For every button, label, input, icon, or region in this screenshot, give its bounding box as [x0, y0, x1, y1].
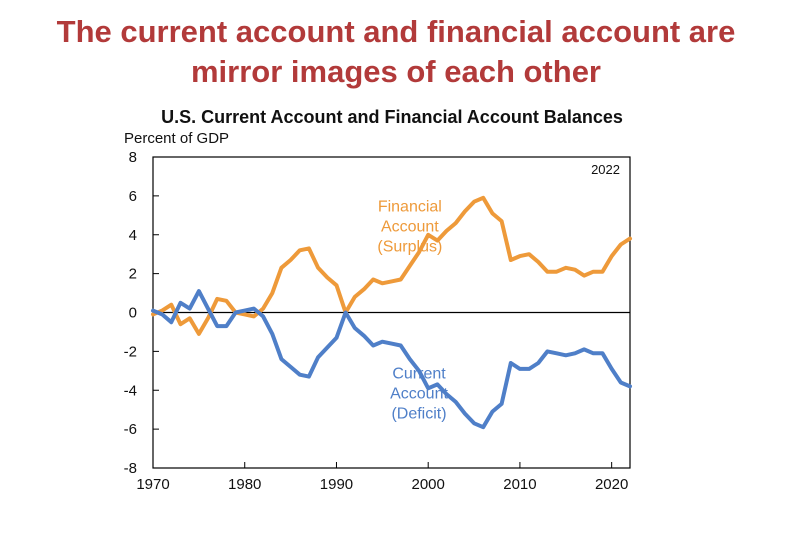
x-tick-label: 1980 [228, 476, 261, 493]
x-tick-label: 2020 [595, 476, 628, 493]
series-label-line: Current [392, 366, 446, 383]
series-label-line: Account [390, 386, 448, 403]
series-label-line: Account [381, 218, 439, 235]
y-tick-label: 2 [129, 266, 137, 283]
y-tick-label: 8 [129, 149, 137, 166]
y-tick-label: 6 [129, 188, 137, 205]
financial-account-line [151, 195, 632, 336]
x-tick-label: 2000 [412, 476, 445, 493]
series-label-line: Financial [378, 198, 442, 215]
y-tick-label: 0 [129, 305, 137, 322]
y-tick-label: 4 [129, 227, 137, 244]
current-account-line [151, 289, 632, 430]
slide-headline-line-2: mirror images of each other [190, 54, 601, 89]
series-label-line: (Surplus) [377, 238, 442, 255]
y-axis-label: Percent of GDP [124, 130, 229, 147]
corner-year-label: 2022 [591, 162, 620, 177]
x-tick-label: 2010 [503, 476, 536, 493]
x-tick-label: 1970 [136, 476, 169, 493]
series-label-line: (Deficit) [391, 406, 446, 423]
chart-title: U.S. Current Account and Financial Accou… [161, 107, 623, 127]
x-tick-label: 1990 [320, 476, 353, 493]
slide-headline: The current account and financial accoun… [0, 12, 792, 92]
financial-account-label: Financial Account (Surplus) [377, 198, 442, 255]
y-tick-label: -8 [124, 460, 137, 477]
slide-headline-line-1: The current account and financial accoun… [56, 14, 736, 49]
current-account-label: Current Account (Deficit) [390, 366, 448, 423]
y-tick-label: -4 [124, 382, 137, 399]
y-tick-label: -2 [124, 343, 137, 360]
y-tick-label: -6 [124, 421, 137, 438]
